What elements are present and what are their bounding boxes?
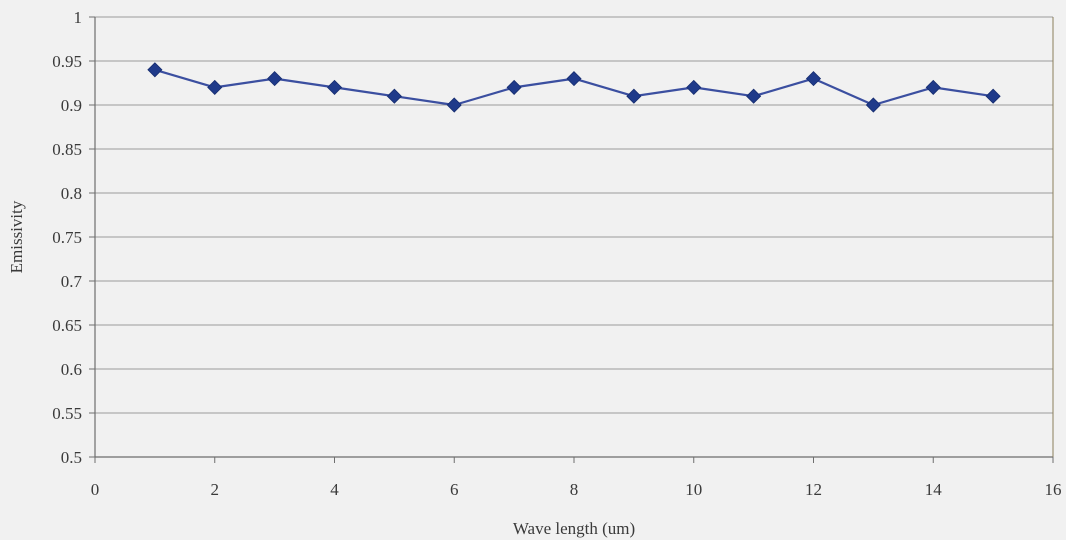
x-tick-label-7: 14: [925, 480, 943, 499]
y-tick-label-2: 0.6: [61, 360, 82, 379]
y-axis-ticks: 0.5 0.55 0.6 0.65 0.7 0.75 0.8 0.85 0.9 0.95 1: [52, 8, 95, 467]
data-point-9: [626, 88, 642, 104]
data-point-4: [326, 79, 343, 95]
y-tick-label-3: 0.65: [52, 316, 82, 335]
x-tick-label-0: 0: [91, 480, 100, 499]
x-tick-label-1: 2: [211, 480, 220, 499]
data-point-6: [446, 97, 462, 113]
data-point-10: [686, 79, 702, 95]
data-point-8: [566, 71, 582, 87]
x-tick-label-6: 12: [805, 480, 822, 499]
y-tick-label-1: 0.55: [52, 404, 82, 423]
x-tick-label-3: 6: [450, 480, 459, 499]
x-axis-title: Wave length (um): [513, 519, 635, 538]
x-tick-label-8: 16: [1045, 480, 1062, 499]
y-tick-label-10: 1: [74, 8, 83, 27]
data-point-5: [386, 88, 402, 104]
y-tick-label-9: 0.95: [52, 52, 82, 71]
data-point-13: [865, 97, 881, 113]
x-tick-label-4: 8: [570, 480, 579, 499]
y-tick-label-7: 0.85: [52, 140, 82, 159]
y-tick-label-0: 0.5: [61, 448, 82, 467]
y-tick-label-6: 0.8: [61, 184, 82, 203]
data-point-11: [746, 88, 762, 104]
data-point-3: [267, 71, 283, 87]
x-axis-ticks: 0 2 4 6 8 10 12 14 16: [91, 457, 1062, 499]
x-tick-label-5: 10: [685, 480, 702, 499]
data-point-14: [925, 79, 941, 95]
data-point-1: [147, 62, 163, 78]
series-layer: [147, 62, 1001, 113]
data-point-7: [506, 79, 522, 95]
data-point-2: [207, 79, 223, 95]
gridlines: [95, 16, 1053, 414]
y-tick-label-5: 0.75: [52, 228, 82, 247]
y-tick-label-4: 0.7: [61, 272, 83, 291]
y-axis-title: Emissivity: [7, 200, 26, 273]
x-tick-label-2: 4: [330, 480, 339, 499]
data-point-12: [805, 71, 822, 87]
data-point-15: [985, 88, 1001, 104]
y-tick-label-8: 0.9: [61, 96, 82, 115]
